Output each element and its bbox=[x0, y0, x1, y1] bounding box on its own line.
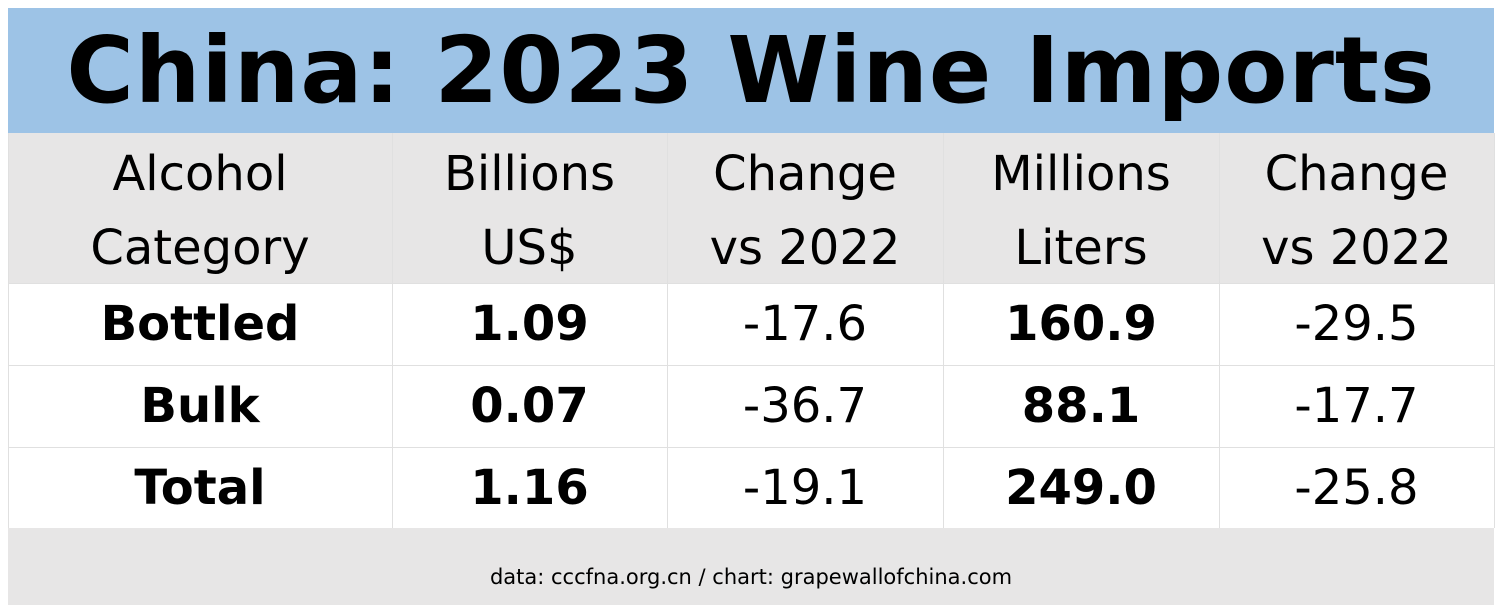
header-text: vs 2022 bbox=[709, 220, 901, 276]
header-cell: Millions Liters bbox=[943, 137, 1219, 285]
table-cell: -17.7 bbox=[1294, 378, 1419, 434]
grid-line bbox=[667, 133, 668, 528]
grid-line bbox=[8, 447, 1494, 448]
table-cell: 0.07 bbox=[470, 378, 589, 434]
header-text: Alcohol bbox=[112, 146, 288, 202]
table-cell: 88.1 bbox=[1021, 378, 1141, 434]
header-text: Category bbox=[90, 220, 310, 276]
header-text: Change bbox=[1264, 146, 1449, 202]
table-cell: -17.6 bbox=[742, 296, 868, 352]
grid-line bbox=[1219, 133, 1220, 528]
header-text: US$ bbox=[481, 220, 578, 276]
table-cell: -29.5 bbox=[1294, 296, 1419, 352]
header-cell: Billions US$ bbox=[392, 137, 667, 285]
table-cell: 160.9 bbox=[1005, 296, 1157, 352]
grid-line bbox=[8, 365, 1494, 366]
header-cell: Alcohol Category bbox=[8, 137, 392, 285]
grid-line bbox=[8, 133, 9, 528]
table-cell: 1.09 bbox=[470, 296, 589, 352]
footer: data: cccfna.org.cn / chart: grapewallof… bbox=[489, 564, 1013, 589]
table-cell: Total bbox=[134, 459, 266, 516]
header-text: vs 2022 bbox=[1261, 220, 1452, 276]
header-text: Liters bbox=[1014, 220, 1148, 276]
table-cell: Bulk bbox=[140, 378, 260, 434]
table-cell: -25.8 bbox=[1294, 459, 1419, 516]
header-cell: Change vs 2022 bbox=[1219, 137, 1494, 285]
header-text: Billions bbox=[443, 146, 616, 202]
table-cell: Bottled bbox=[100, 296, 300, 352]
title: China: 2023 Wine Imports bbox=[66, 17, 1436, 124]
table-cell: -36.7 bbox=[742, 378, 868, 434]
table-cell: -19.1 bbox=[742, 459, 868, 516]
header-text: Change bbox=[713, 146, 897, 202]
grid-line bbox=[943, 133, 944, 528]
title-band bbox=[8, 8, 1494, 133]
header-cell: Change vs 2022 bbox=[667, 137, 943, 285]
table-cell: 249.0 bbox=[1005, 459, 1157, 516]
grid-line bbox=[1494, 133, 1495, 528]
header-band bbox=[8, 133, 1494, 283]
grid-line bbox=[8, 283, 1494, 284]
grid-line bbox=[392, 133, 393, 528]
header-text: Millions bbox=[991, 146, 1171, 202]
footer-band bbox=[8, 528, 1494, 605]
table-cell: 1.16 bbox=[470, 459, 589, 516]
